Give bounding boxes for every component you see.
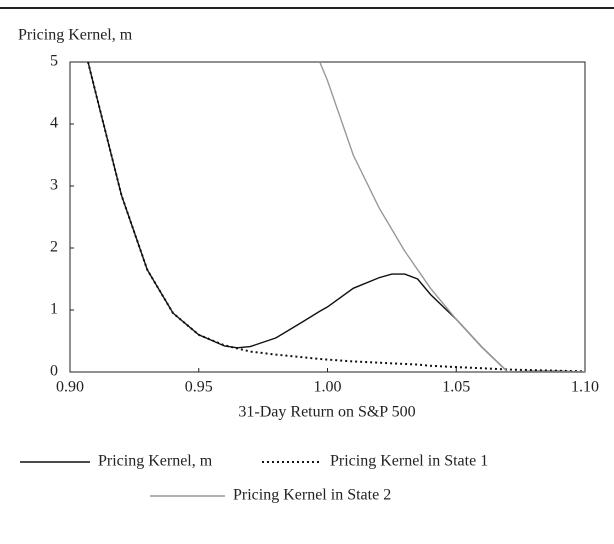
y-tick-label: 5 [50, 53, 58, 70]
x-tick-label: 1.05 [442, 379, 470, 396]
x-tick-label: 1.10 [571, 379, 599, 396]
y-tick-label: 1 [50, 301, 58, 318]
y-tick-label: 4 [50, 115, 58, 132]
y-tick-label: 2 [50, 239, 58, 256]
x-tick-label: 0.95 [185, 379, 213, 396]
legend-label: Pricing Kernel in State 1 [330, 453, 488, 470]
legend-label: Pricing Kernel in State 2 [233, 487, 391, 504]
x-tick-label: 0.90 [56, 379, 84, 396]
x-tick-label: 1.00 [314, 379, 342, 396]
series-line [87, 62, 585, 372]
y-tick-label: 0 [50, 363, 58, 380]
series-line [319, 62, 585, 372]
plot-frame [69, 61, 586, 373]
x-axis-label: 31-Day Return on S&P 500 [238, 404, 415, 421]
y-axis-label: Pricing Kernel, m [18, 27, 133, 44]
y-tick-label: 3 [50, 177, 58, 194]
legend-label: Pricing Kernel, m [98, 453, 213, 470]
